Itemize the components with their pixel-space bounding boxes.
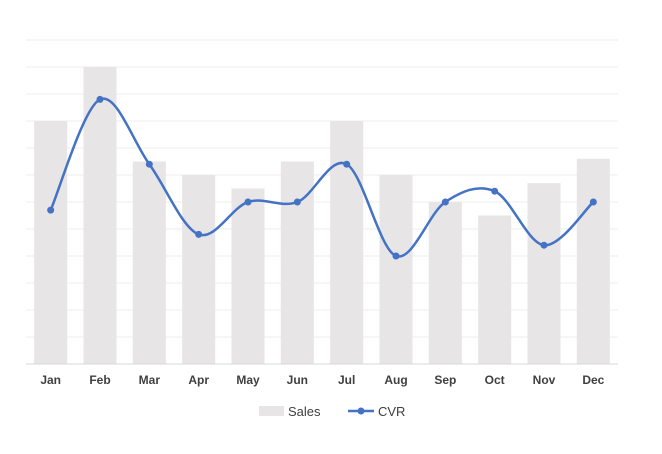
legend-sales-label: Sales bbox=[288, 404, 321, 419]
sales-bar bbox=[330, 121, 364, 364]
x-tick-label: Jan bbox=[40, 373, 61, 387]
cvr-point bbox=[392, 252, 400, 260]
sales-bar bbox=[132, 161, 166, 364]
cvr-point bbox=[491, 187, 499, 195]
x-tick-label: Oct bbox=[485, 373, 505, 387]
cvr-point bbox=[145, 160, 153, 168]
x-tick-label: Nov bbox=[533, 373, 556, 387]
sales-bar bbox=[379, 175, 413, 364]
legend-cvr-marker bbox=[357, 407, 365, 415]
x-tick-label: Jul bbox=[338, 373, 355, 387]
x-tick-label: Mar bbox=[139, 373, 161, 387]
cvr-line bbox=[49, 97, 595, 258]
sales-bar bbox=[478, 215, 512, 364]
sales-bar bbox=[34, 121, 68, 364]
x-tick-label: Jun bbox=[287, 373, 308, 387]
cvr-point bbox=[293, 198, 301, 206]
legend-cvr-label: CVR bbox=[378, 404, 405, 419]
legend-sales-swatch bbox=[259, 406, 284, 416]
legend: Sales CVR bbox=[259, 404, 405, 419]
x-tick-label: May bbox=[236, 373, 260, 387]
cvr-point bbox=[96, 95, 104, 103]
sales-bar bbox=[231, 188, 265, 364]
cvr-point bbox=[343, 160, 351, 168]
x-tick-label: Sep bbox=[434, 373, 456, 387]
x-tick-label: Aug bbox=[384, 373, 407, 387]
x-tick-label: Feb bbox=[89, 373, 110, 387]
sales-bar bbox=[182, 175, 216, 364]
grid-lines bbox=[26, 39, 618, 338]
sales-bars bbox=[34, 67, 610, 364]
x-tick-label: Dec bbox=[582, 373, 604, 387]
x-tick-label: Apr bbox=[188, 373, 209, 387]
cvr-point bbox=[441, 198, 449, 206]
cvr-point bbox=[244, 198, 252, 206]
sales-bar bbox=[83, 67, 117, 364]
x-tick-labels: Jan Feb Mar Apr May Jun Jul Aug Sep Oct Nov Dec bbox=[40, 373, 604, 387]
cvr-point bbox=[540, 241, 548, 249]
cvr-points bbox=[47, 95, 597, 260]
cvr-point bbox=[589, 198, 597, 206]
cvr-point bbox=[195, 230, 203, 238]
sales-bar bbox=[576, 158, 610, 364]
cvr-point bbox=[47, 206, 55, 214]
sales-bar bbox=[428, 202, 462, 364]
sales-bar bbox=[527, 183, 561, 364]
